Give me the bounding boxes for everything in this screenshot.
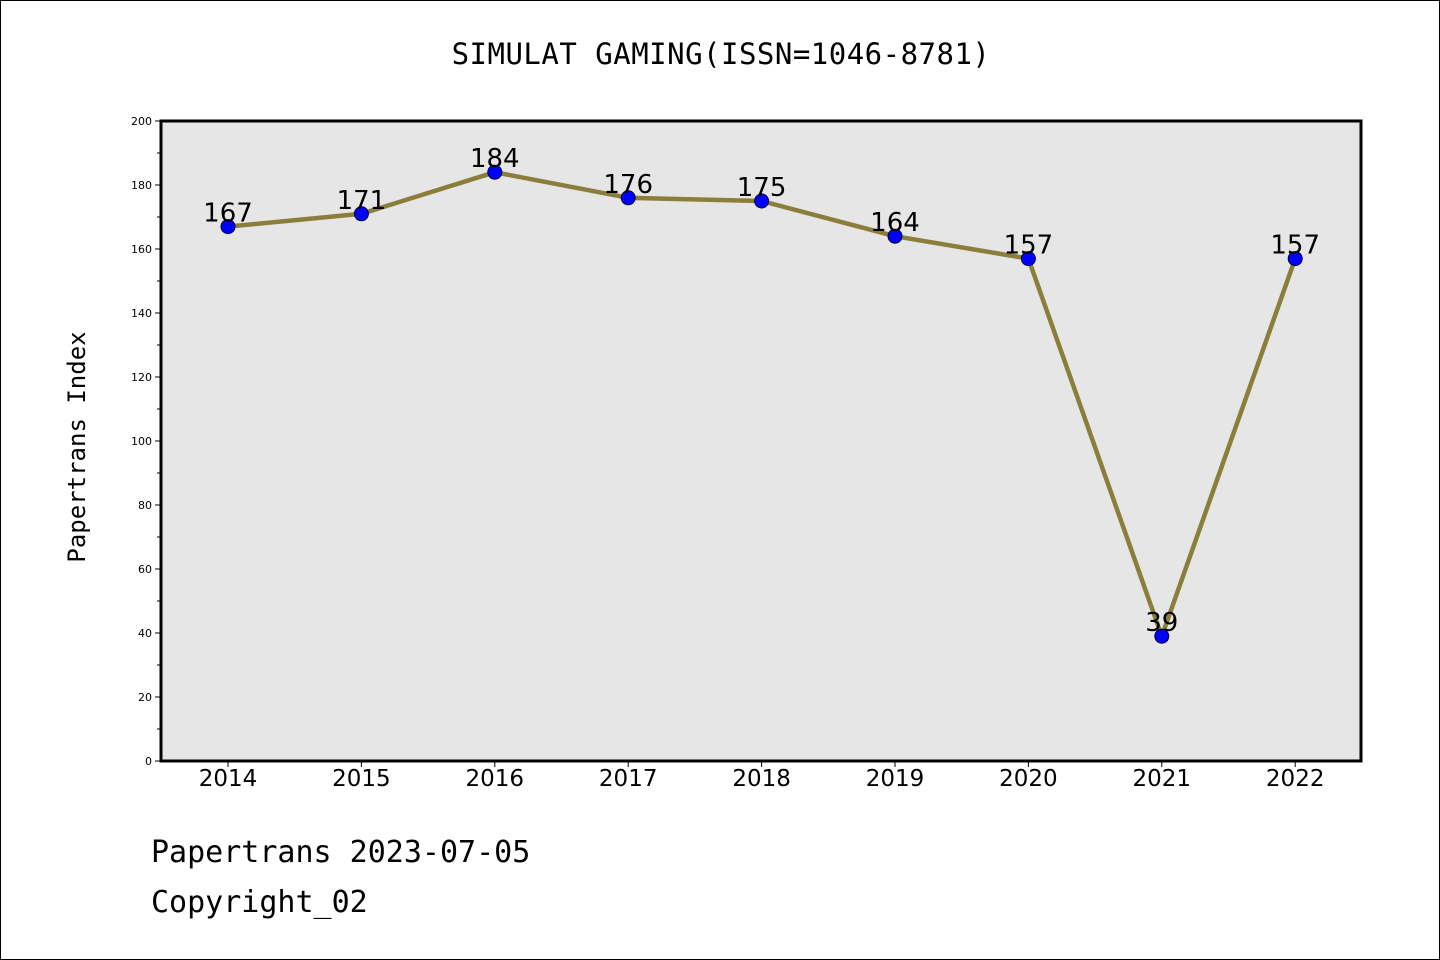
data-label: 39 <box>1145 608 1178 638</box>
x-tick-label: 2014 <box>199 766 258 792</box>
data-point <box>1154 628 1170 644</box>
data-label: 176 <box>603 170 653 200</box>
y-axis-label: Papertrans Index <box>63 331 91 563</box>
x-tick-label: 2017 <box>599 766 658 792</box>
data-label: 167 <box>203 199 253 229</box>
data-point <box>1020 251 1036 267</box>
data-labels: 167 171 184 176 175 164 157 39 157 <box>203 144 1320 638</box>
y-tick-label: 20 <box>138 691 152 704</box>
y-tick-label: 180 <box>131 179 152 192</box>
plot-area <box>159 119 1363 763</box>
footer-date: Papertrans 2023-07-05 <box>151 835 531 870</box>
y-tick-label: 200 <box>131 115 152 128</box>
data-point <box>620 190 636 206</box>
chart-title: SIMULAT GAMING(ISSN=1046-8781) <box>451 37 991 71</box>
data-point <box>1287 251 1303 267</box>
x-tick-label: 2019 <box>866 766 925 792</box>
x-tick-label: 2021 <box>1133 766 1192 792</box>
data-label: 157 <box>1004 231 1054 261</box>
data-point <box>887 228 903 244</box>
data-label: 184 <box>470 144 520 174</box>
y-tick-label: 160 <box>131 243 152 256</box>
data-point <box>754 193 770 209</box>
y-tick-label: 140 <box>131 307 152 320</box>
x-axis-ticks: 2014 2015 2016 2017 2018 2019 2020 2021 2022 <box>199 761 1325 792</box>
data-point <box>487 164 503 180</box>
y-tick-label: 40 <box>138 627 152 640</box>
data-point <box>220 219 236 235</box>
y-tick-label: 120 <box>131 371 152 384</box>
data-markers <box>220 164 1303 644</box>
data-label: 164 <box>870 208 920 238</box>
data-label: 157 <box>1270 231 1320 261</box>
x-tick-label: 2016 <box>466 766 525 792</box>
data-label: 175 <box>737 173 787 203</box>
data-label: 171 <box>337 186 387 216</box>
data-point <box>353 206 369 222</box>
y-axis-ticks: 0 20 40 60 80 100 120 140 160 180 200 <box>131 115 161 768</box>
y-tick-label: 100 <box>131 435 152 448</box>
x-tick-label: 2022 <box>1266 766 1325 792</box>
x-tick-label: 2020 <box>999 766 1058 792</box>
x-tick-label: 2015 <box>332 766 391 792</box>
x-tick-label: 2018 <box>732 766 791 792</box>
footer-copyright: Copyright_02 <box>151 885 368 920</box>
y-tick-label: 0 <box>145 755 152 768</box>
y-tick-label: 80 <box>138 499 152 512</box>
y-tick-label: 60 <box>138 563 152 576</box>
